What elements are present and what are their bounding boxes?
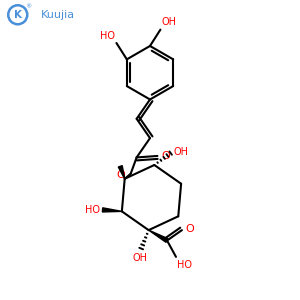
- Text: O: O: [161, 151, 170, 161]
- Text: Kuujia: Kuujia: [41, 11, 75, 20]
- Text: OH: OH: [162, 17, 177, 27]
- Text: K: K: [14, 10, 22, 20]
- Polygon shape: [148, 230, 168, 242]
- Polygon shape: [118, 166, 125, 179]
- Text: OH: OH: [173, 147, 188, 157]
- Text: HO: HO: [100, 31, 115, 40]
- Text: O: O: [117, 170, 125, 180]
- Text: ®: ®: [25, 4, 32, 9]
- Text: HO: HO: [85, 205, 100, 215]
- Text: HO: HO: [178, 260, 193, 270]
- Text: O: O: [185, 224, 194, 234]
- Text: OH: OH: [132, 253, 147, 263]
- Polygon shape: [102, 208, 122, 212]
